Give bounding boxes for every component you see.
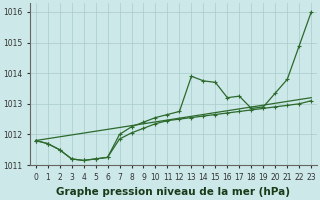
X-axis label: Graphe pression niveau de la mer (hPa): Graphe pression niveau de la mer (hPa) (56, 187, 291, 197)
